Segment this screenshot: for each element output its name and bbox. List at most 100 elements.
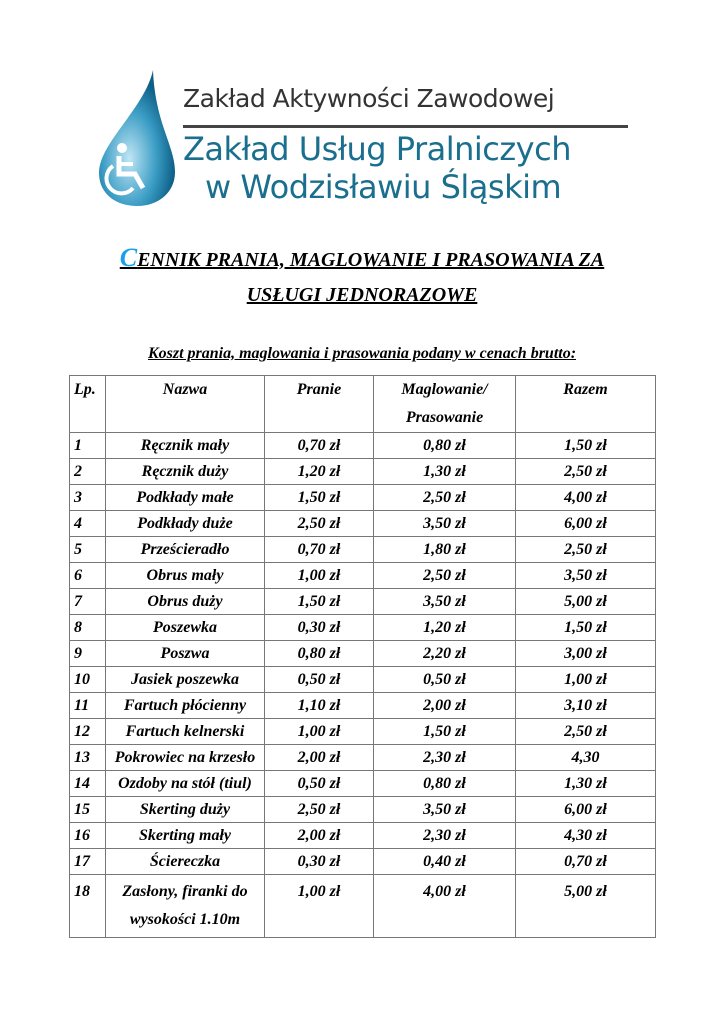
total-price: 3,10 zł: [515, 692, 656, 719]
row-number: 18: [69, 874, 106, 938]
item-name: Prześcieradło: [105, 536, 265, 563]
row-number: 17: [69, 848, 106, 875]
item-name: Skerting mały: [105, 822, 265, 849]
item-name: Podkłady małe: [105, 484, 265, 511]
washing-price: 1,00 zł: [264, 562, 374, 589]
logo-divider: [183, 125, 628, 128]
item-name: Fartuch płócienny: [105, 692, 265, 719]
total-price: 5,00 zł: [515, 588, 656, 615]
row-number: 5: [69, 536, 106, 563]
mangling-price: 3,50 zł: [373, 796, 516, 823]
total-price: 3,00 zł: [515, 640, 656, 667]
mangling-price: 0,80 zł: [373, 770, 516, 797]
item-name: Obrus duży: [105, 588, 265, 615]
total-price: 3,50 zł: [515, 562, 656, 589]
washing-price: 1,00 zł: [264, 718, 374, 745]
mangling-price: 3,50 zł: [373, 588, 516, 615]
header-name: Nazwa: [105, 375, 265, 433]
table-header-row: Lp. Nazwa Pranie Maglowanie/Prasowanie R…: [69, 375, 656, 433]
table-row: 18 Zasłony, firanki do wysokości 1.10m 1,0…: [69, 874, 656, 938]
mangling-price: 2,50 zł: [373, 562, 516, 589]
logo-line-3: w Wodzisławiu Śląskim: [205, 168, 562, 206]
table-row: 17 Ściereczka 0,30 zł 0,40 zł 0,70 zł: [69, 848, 656, 875]
table-row: 2 Ręcznik duży 1,20 zł 1,30 zł 2,50 zł: [69, 458, 656, 485]
header-total: Razem: [515, 375, 656, 433]
mangling-price: 1,30 zł: [373, 458, 516, 485]
total-price: 6,00 zł: [515, 510, 656, 537]
total-price: 6,00 zł: [515, 796, 656, 823]
item-name: Zasłony, firanki do wysokości 1.10m: [105, 874, 265, 938]
table-row: 3 Podkłady małe 1,50 zł 2,50 zł 4,00 zł: [69, 484, 656, 511]
row-number: 10: [69, 666, 106, 693]
logo-line-1: Zakład Aktywności Zawodowej: [183, 84, 555, 113]
mangling-price: 0,40 zł: [373, 848, 516, 875]
row-number: 9: [69, 640, 106, 667]
mangling-price: 1,50 zł: [373, 718, 516, 745]
table-row: 5 Prześcieradło 0,70 zł 1,80 zł 2,50 zł: [69, 536, 656, 563]
item-name: Ręcznik duży: [105, 458, 265, 485]
item-name: Ręcznik mały: [105, 432, 265, 459]
table-row: 10 Jasiek poszewka 0,50 zł 0,50 zł 1,00 zł: [69, 666, 656, 693]
mangling-price: 3,50 zł: [373, 510, 516, 537]
total-price: 2,50 zł: [515, 536, 656, 563]
washing-price: 1,50 zł: [264, 588, 374, 615]
row-number: 16: [69, 822, 106, 849]
header-washing: Pranie: [264, 375, 374, 433]
item-name: Poszwa: [105, 640, 265, 667]
row-number: 4: [69, 510, 106, 537]
row-number: 14: [69, 770, 106, 797]
row-number: 3: [69, 484, 106, 511]
mangling-price: 1,80 zł: [373, 536, 516, 563]
item-name: Ozdoby na stół (tiul): [105, 770, 265, 797]
washing-price: 1,20 zł: [264, 458, 374, 485]
row-number: 11: [69, 692, 106, 719]
title-first-letter: C: [119, 243, 138, 272]
logo-line-2: Zakład Usług Pralniczych: [183, 130, 571, 168]
total-price: 0,70 zł: [515, 848, 656, 875]
total-price: 5,00 zł: [515, 874, 656, 938]
washing-price: 1,00 zł: [264, 874, 374, 938]
table-row: 15 Skerting duży 2,50 zł 3,50 zł 6,00 zł: [69, 796, 656, 823]
mangling-price: 0,50 zł: [373, 666, 516, 693]
total-price: 4,30: [515, 744, 656, 771]
washing-price: 2,50 zł: [264, 510, 374, 537]
washing-price: 2,00 zł: [264, 744, 374, 771]
item-name: Pokrowiec na krzesło: [105, 744, 265, 771]
item-name: Fartuch kelnerski: [105, 718, 265, 745]
title-line-1: ENNIK PRANIA, MAGLOWANIE I PRASOWANIA ZA: [137, 249, 605, 271]
company-logo: Zakład Aktywności Zawodowej Zakład Usług…: [95, 68, 635, 208]
header-mangling: Maglowanie/Prasowanie: [373, 375, 516, 433]
table-row: 12 Fartuch kelnerski 1,00 zł 1,50 zł 2,50 zł: [69, 718, 656, 745]
table-row: 6 Obrus mały 1,00 zł 2,50 zł 3,50 zł: [69, 562, 656, 589]
total-price: 2,50 zł: [515, 718, 656, 745]
header-lp: Lp.: [69, 375, 106, 433]
table-row: 1 Ręcznik mały 0,70 zł 0,80 zł 1,50 zł: [69, 432, 656, 459]
total-price: 1,30 zł: [515, 770, 656, 797]
header-mangling-line2: Prasowanie: [405, 409, 484, 426]
item-name: Skerting duży: [105, 796, 265, 823]
item-name: Obrus mały: [105, 562, 265, 589]
title-line-2: USŁUGI JEDNORAZOWE: [246, 284, 478, 306]
subtitle: Koszt prania, maglowania i prasowania po…: [147, 345, 577, 362]
washing-price: 0,50 zł: [264, 666, 374, 693]
item-name: Jasiek poszewka: [105, 666, 265, 693]
row-number: 12: [69, 718, 106, 745]
header-mangling-line1: Maglowanie/: [401, 381, 488, 398]
table-row: 16 Skerting mały 2,00 zł 2,30 zł 4,30 zł: [69, 822, 656, 849]
washing-price: 0,70 zł: [264, 536, 374, 563]
washing-price: 0,30 zł: [264, 848, 374, 875]
washing-price: 2,00 zł: [264, 822, 374, 849]
mangling-price: 2,20 zł: [373, 640, 516, 667]
mangling-price: 1,20 zł: [373, 614, 516, 641]
total-price: 4,30 zł: [515, 822, 656, 849]
washing-price: 1,50 zł: [264, 484, 374, 511]
mangling-price: 2,30 zł: [373, 822, 516, 849]
item-name: Podkłady duże: [105, 510, 265, 537]
row-number: 13: [69, 744, 106, 771]
item-name: Ściereczka: [105, 848, 265, 875]
table-row: 7 Obrus duży 1,50 zł 3,50 zł 5,00 zł: [69, 588, 656, 615]
row-number: 7: [69, 588, 106, 615]
table-row: 13 Pokrowiec na krzesło 2,00 zł 2,30 zł 4,30: [69, 744, 656, 771]
washing-price: 0,30 zł: [264, 614, 374, 641]
price-table: Lp. Nazwa Pranie Maglowanie/Prasowanie R…: [69, 375, 656, 938]
